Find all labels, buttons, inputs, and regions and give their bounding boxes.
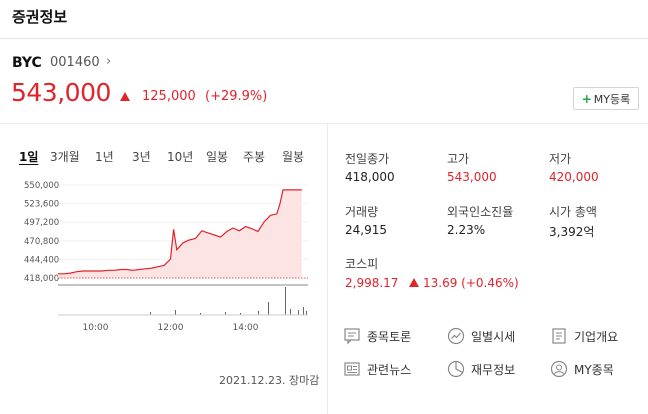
link-related-news[interactable]: 관련뉴스 (343, 360, 411, 378)
volume-bar (150, 312, 151, 315)
page-title: 증권정보 (12, 8, 68, 26)
tab-weekly[interactable]: 주봉 (243, 150, 266, 164)
stock-name[interactable]: BYC (12, 55, 42, 71)
x-tick-label: 10:00 (83, 323, 109, 333)
company-icon (552, 328, 566, 344)
stat-value-foreign-ratio: 2.23% (447, 223, 486, 237)
tab-daily[interactable]: 일봉 (206, 150, 229, 164)
link-label: 재무정보 (471, 362, 516, 377)
link-label: 일별시세 (471, 329, 516, 344)
user-icon (550, 360, 568, 378)
link-label: 기업개요 (574, 329, 619, 344)
tab-1day[interactable]: 1일 (19, 150, 39, 164)
stat-label-foreign-ratio: 외국인소진율 (447, 205, 514, 219)
volume-bar (258, 311, 259, 315)
my-register-button[interactable]: + MY등록 (573, 87, 639, 110)
stat-value-high: 543,000 (447, 170, 497, 184)
up-triangle-icon (120, 92, 130, 101)
volume-bar (306, 311, 307, 315)
link-daily-price[interactable]: 일별시세 (447, 327, 515, 345)
y-tick-label: 444,400 (24, 255, 59, 265)
kospi-change: 13.69 (+0.46%) (423, 276, 519, 290)
chevron-right-icon[interactable]: › (106, 54, 112, 69)
tab-10year[interactable]: 10년 (167, 150, 194, 164)
section-divider (0, 123, 648, 124)
link-financials[interactable]: 재무정보 (447, 360, 515, 378)
tab-1year[interactable]: 1년 (95, 150, 114, 164)
volume-bar (268, 302, 269, 315)
volume-bar (225, 312, 226, 315)
kospi-label: 코스피 (345, 257, 379, 271)
tab-3month[interactable]: 3개월 (50, 150, 80, 164)
up-triangle-icon (409, 278, 419, 287)
plus-icon: + (581, 91, 592, 106)
link-label: 관련뉴스 (367, 362, 412, 377)
price-change-percent: (+29.9%) (205, 89, 268, 104)
y-tick-label: 418,000 (24, 274, 59, 284)
y-tick-label: 470,800 (24, 237, 59, 247)
price-area (58, 189, 302, 278)
y-tick-label: 550,000 (24, 181, 59, 191)
discussion-icon (344, 328, 360, 345)
link-label: 종목토론 (367, 329, 412, 344)
volume-bar (175, 310, 176, 315)
tab-monthly[interactable]: 월봉 (282, 150, 305, 164)
pie-chart-icon (447, 360, 465, 378)
my-register-label: MY등록 (593, 92, 631, 106)
x-tick-label: 12:00 (158, 323, 184, 333)
volume-bar (240, 313, 241, 315)
link-my-stocks[interactable]: MY종목 (550, 360, 614, 378)
stat-label-high: 고가 (447, 152, 470, 166)
stat-value-prev-close: 418,000 (345, 170, 395, 184)
y-tick-label: 523,600 (24, 200, 59, 210)
volume-bar (303, 307, 304, 315)
intraday-price-chart[interactable]: 550,000 523,600 497,200 470,800 444,400 418,0… (0, 170, 320, 340)
price-change: 125,000 (142, 89, 196, 104)
price-line (58, 189, 302, 275)
stock-code[interactable]: 001460 (50, 55, 100, 70)
stat-label-prev-close: 전일종가 (345, 152, 390, 166)
y-tick-label: 497,200 (24, 218, 59, 228)
stat-label-market-cap: 시가 총액 (549, 205, 597, 219)
stat-value-market-cap: 3,392억 (549, 225, 595, 239)
tab-3year[interactable]: 3년 (132, 150, 151, 164)
kospi-value: 2,998.17 (345, 276, 399, 290)
stat-label-low: 저가 (549, 152, 572, 166)
market-close-date: 2021.12.23. 장마감 (219, 374, 320, 387)
x-tick-label: 14:00 (233, 323, 259, 333)
stat-label-volume: 거래량 (345, 205, 379, 219)
stat-value-low: 420,000 (549, 170, 599, 184)
link-discussion[interactable]: 종목토론 (343, 327, 411, 345)
volume-bar (285, 287, 286, 315)
current-price: 543,000 (11, 78, 111, 107)
header-divider (0, 38, 648, 39)
volume-bar (200, 313, 201, 315)
news-icon (344, 362, 360, 376)
trend-icon (447, 327, 465, 345)
volume-bars (58, 287, 308, 316)
link-label: MY종목 (574, 362, 614, 377)
link-company-overview[interactable]: 기업개요 (550, 327, 618, 345)
volume-bar (298, 310, 299, 315)
column-divider (327, 124, 328, 414)
volume-bar (290, 309, 291, 315)
stat-value-volume: 24,915 (345, 223, 387, 237)
